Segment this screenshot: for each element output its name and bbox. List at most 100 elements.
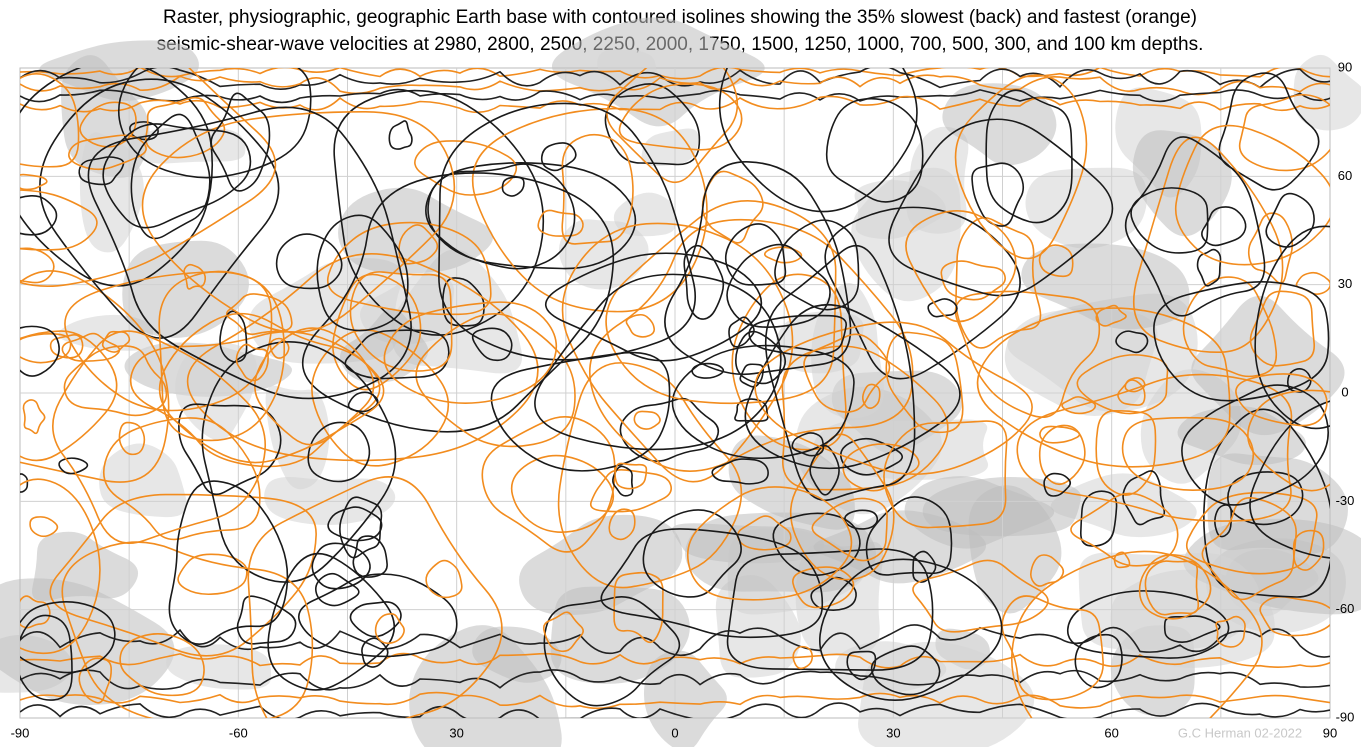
fast-isoline (398, 224, 439, 265)
slow-isoline (791, 432, 825, 457)
fast-isoline (235, 343, 269, 382)
terrain-patch (858, 641, 1034, 747)
fast-isoline (1138, 554, 1212, 620)
fast-isoline (481, 416, 616, 553)
slow-isoline (349, 601, 402, 638)
fast-isoline (254, 327, 375, 446)
slow-isoline (818, 558, 1003, 701)
fast-isoline (618, 83, 743, 151)
fast-isoline (79, 101, 137, 148)
fast-isoline (1121, 416, 1255, 491)
fast-isoline (102, 417, 261, 541)
fast-isoline (754, 321, 1033, 475)
fast-isoline (61, 332, 121, 363)
fast-isoline (29, 516, 59, 538)
terrain-patch (122, 240, 249, 338)
fast-isoline (1185, 491, 1318, 575)
latitude-label: -60 (1336, 601, 1355, 616)
fast-isoline (49, 334, 84, 359)
polar-isoline (20, 702, 1330, 718)
fast-isoline (1238, 93, 1330, 172)
fast-isoline (861, 383, 881, 410)
slow-isoline (1227, 471, 1304, 526)
slow-isoline (726, 548, 934, 671)
slow-isoline (912, 550, 937, 583)
slow-isoline (1163, 615, 1221, 644)
slow-isoline (130, 113, 211, 240)
longitude-label: 0 (671, 725, 678, 740)
fast-isoline (49, 493, 317, 657)
fast-isoline (1113, 551, 1131, 569)
slow-isoline (888, 118, 1114, 297)
slow-isoline (870, 645, 941, 696)
fast-isoline (20, 333, 72, 364)
slow-isoline (604, 83, 701, 166)
fast-isoline (1174, 124, 1330, 266)
slow-isoline (178, 403, 282, 496)
fast-isoline (349, 271, 453, 372)
slow-isoline (267, 552, 396, 691)
fast-isoline (792, 566, 855, 609)
slow-isoline (438, 102, 697, 361)
title-line: Raster, physiographic, geographic Earth … (163, 7, 1197, 28)
slow-isoline (1079, 490, 1118, 547)
fast-isoline (425, 559, 463, 599)
fast-isoline (625, 313, 656, 338)
slow-isoline (844, 509, 879, 530)
slow-isoline (1201, 206, 1247, 247)
fast-isoline (1095, 409, 1157, 496)
slow-isoline (824, 206, 1021, 380)
terrain-patch (79, 132, 144, 253)
slow-isoline (1286, 368, 1312, 393)
fast-isoline (912, 559, 1049, 633)
fast-isoline (614, 462, 648, 490)
fast-isoline (1076, 354, 1169, 415)
terrain-patch (175, 342, 257, 441)
slow-isoline (809, 444, 840, 496)
polar-isoline (20, 652, 1330, 669)
fast-isoline (20, 173, 48, 191)
slow-isoline (1115, 330, 1149, 354)
slow-isoline (739, 363, 765, 388)
fast-isoline (20, 478, 101, 655)
longitude-label: 30 (449, 725, 463, 740)
slow-isoline (20, 325, 60, 377)
fast-isoline (701, 170, 764, 244)
latitude-label: 90 (1338, 59, 1352, 74)
latitude-label: -30 (1336, 493, 1355, 508)
slow-isoline (774, 219, 860, 311)
fast-isoline (537, 209, 584, 237)
terrain-patch (643, 650, 727, 747)
fast-isoline (510, 454, 615, 533)
fast-isoline (118, 421, 146, 456)
slow-isoline (1203, 408, 1330, 598)
slow-isoline (388, 120, 413, 150)
terrain-patch (558, 219, 649, 290)
slow-isoline (307, 421, 371, 483)
fast-isoline (605, 200, 837, 405)
slow-isoline (545, 252, 763, 362)
fast-isoline (606, 68, 739, 184)
slow-isoline (314, 572, 360, 607)
fast-isoline (811, 497, 888, 562)
slow-isoline (20, 614, 73, 701)
slow-isoline (671, 344, 855, 460)
fast-isoline (589, 469, 672, 513)
slow-isoline (20, 473, 29, 493)
fast-isoline (183, 263, 207, 290)
fast-isoline (332, 273, 422, 391)
slow-isoline (726, 243, 831, 328)
credit: G.C Herman 02-2022 (1178, 725, 1302, 740)
slow-isoline (361, 637, 389, 668)
fast-isoline (129, 331, 381, 468)
polar-isoline (20, 68, 1330, 90)
slow-isoline (58, 457, 89, 475)
fast-isoline (471, 107, 708, 313)
slow-isoline (339, 496, 383, 559)
fast-isoline (1132, 136, 1284, 353)
slow-isoline (333, 89, 545, 336)
polar-isoline (20, 68, 1330, 80)
slow-isoline (87, 106, 412, 400)
fast-isoline (954, 74, 1088, 260)
fast-isoline (20, 330, 118, 462)
